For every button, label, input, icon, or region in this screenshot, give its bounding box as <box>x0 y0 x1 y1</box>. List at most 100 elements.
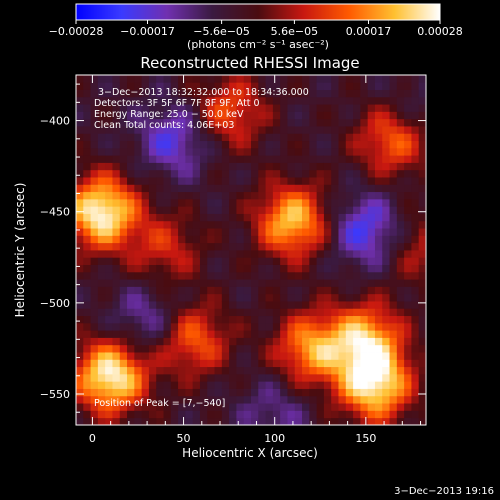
heatmap-cell <box>141 220 150 229</box>
heatmap-cell <box>97 264 106 273</box>
heatmap-cell <box>411 198 420 207</box>
heatmap-cell <box>243 308 252 317</box>
heatmap-cell <box>127 242 135 251</box>
heatmap-cell <box>331 264 339 273</box>
heatmap-cell <box>141 235 150 244</box>
heatmap-cell <box>360 250 369 258</box>
heatmap-cell <box>251 155 259 163</box>
heatmap-cell <box>389 264 398 273</box>
heatmap-cell <box>243 286 252 295</box>
heatmap-cell <box>374 177 383 185</box>
heatmap-cell <box>97 366 106 375</box>
heatmap-cell <box>258 301 266 309</box>
heatmap-cell <box>411 228 420 236</box>
heatmap-cell <box>338 184 347 193</box>
heatmap-cell <box>199 82 208 90</box>
heatmap-cell <box>148 308 157 317</box>
heatmap-cell <box>396 169 405 178</box>
heatmap-cell <box>90 403 99 411</box>
heatmap-cell <box>258 315 266 324</box>
heatmap-cell <box>185 228 194 236</box>
heatmap-cell <box>360 322 369 331</box>
heatmap-cell <box>345 147 354 156</box>
heatmap-cell <box>382 308 390 317</box>
heatmap-cell <box>418 228 427 236</box>
heatmap-cell <box>338 315 347 324</box>
heatmap-cell <box>236 169 245 178</box>
heatmap-cell <box>90 75 99 83</box>
heatmap-cell <box>163 111 172 120</box>
heatmap-cell <box>331 344 339 353</box>
heatmap-cell <box>178 213 186 222</box>
heatmap-cell <box>76 279 84 287</box>
heatmap-cell <box>382 126 390 134</box>
heatmap-cell <box>236 96 245 105</box>
heatmap-cell <box>105 330 113 338</box>
heatmap-cell <box>396 235 405 244</box>
heatmap-cell <box>76 220 84 229</box>
heatmap-cell <box>323 75 332 83</box>
heatmap-cell <box>185 126 194 134</box>
heatmap-cell <box>97 271 106 280</box>
heatmap-cell <box>229 315 237 324</box>
heatmap-cell <box>396 155 405 163</box>
heatmap-cell <box>287 213 296 222</box>
heatmap-cell <box>207 395 215 404</box>
heatmap-cell <box>192 264 201 273</box>
heatmap-cell <box>185 206 194 214</box>
heatmap-cell <box>411 96 420 105</box>
heatmap-cell <box>374 322 383 331</box>
heatmap-cell <box>396 271 405 280</box>
heatmap-cell <box>411 322 420 331</box>
heatmap-cell <box>83 308 91 317</box>
heatmap-cell <box>105 133 113 142</box>
heatmap-cell <box>119 250 128 258</box>
heatmap-cell <box>229 322 237 331</box>
heatmap-cell <box>185 242 194 251</box>
heatmap-cell <box>134 293 143 302</box>
heatmap-cell <box>287 344 296 353</box>
heatmap-cell <box>309 315 318 324</box>
heatmap-cell <box>396 220 405 229</box>
heatmap-cell <box>192 403 201 411</box>
heatmap-cell <box>404 395 412 404</box>
heatmap-cell <box>112 206 121 214</box>
heatmap-cell <box>214 147 223 156</box>
heatmap-cell <box>112 140 121 149</box>
heatmap-cell <box>170 344 179 353</box>
heatmap-cell <box>345 140 354 149</box>
heatmap-cell <box>251 257 259 265</box>
heatmap-cell <box>148 381 157 389</box>
heatmap-cell <box>367 228 376 236</box>
heatmap-cell <box>105 395 113 404</box>
heatmap-cell <box>360 169 369 178</box>
heatmap-cell <box>294 344 303 353</box>
heatmap-cell <box>360 410 369 419</box>
heatmap-cell <box>309 381 318 389</box>
heatmap-cell <box>119 279 128 287</box>
heatmap-cell <box>112 177 121 185</box>
heatmap-cell <box>170 352 179 360</box>
heatmap-cell <box>112 96 121 105</box>
heatmap-cell <box>374 228 383 236</box>
heatmap-cell <box>396 330 405 338</box>
heatmap-cell <box>83 373 91 382</box>
heatmap-cell <box>141 279 150 287</box>
heatmap-cell <box>156 96 164 105</box>
heatmap-cell <box>199 96 208 105</box>
heatmap-cell <box>221 82 230 90</box>
heatmap-cell <box>418 177 427 185</box>
heatmap-cell <box>345 82 354 90</box>
heatmap-cell <box>404 111 412 120</box>
heatmap-cell <box>90 286 99 295</box>
heatmap-cell <box>389 257 398 265</box>
heatmap-cell <box>97 89 106 98</box>
heatmap-cell <box>331 198 339 207</box>
heatmap-cell <box>331 235 339 244</box>
observation-info: 3−Dec−2013 18:32:32.000 to 18:34:36.000 … <box>94 87 309 409</box>
heatmap-cell <box>345 118 354 127</box>
heatmap-cell <box>170 337 179 346</box>
heatmap-cell <box>418 308 427 317</box>
heatmap-cell <box>251 366 259 375</box>
heatmap-cell <box>156 213 164 222</box>
